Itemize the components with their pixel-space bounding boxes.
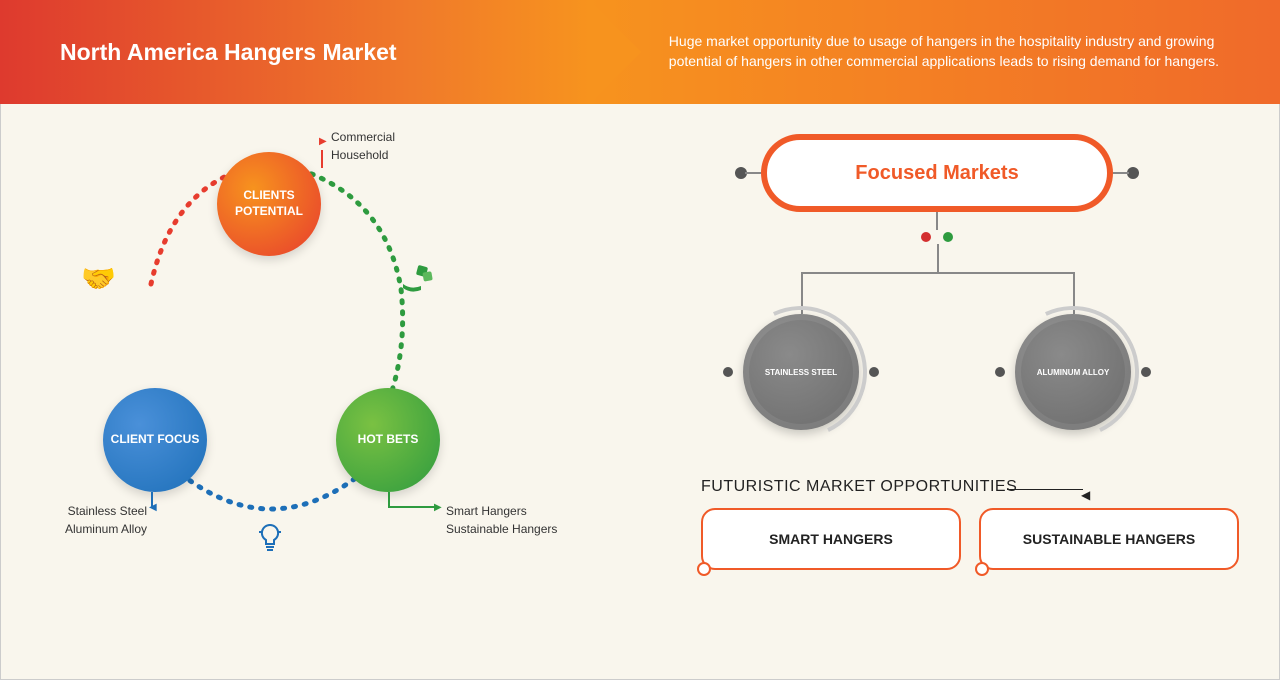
futuristic-box-sustainable: SUSTAINABLE HANGERS	[979, 508, 1239, 570]
node-label: HOT BETS	[358, 432, 419, 448]
focused-child-aluminum: ALUMINUM ALLOY	[1015, 314, 1131, 430]
connector	[936, 212, 938, 230]
node-client-focus: CLIENT FOCUS	[103, 388, 207, 492]
focused-markets-title: Focused Markets	[773, 146, 1101, 200]
focused-child-stainless: STAINLESS STEEL	[743, 314, 859, 430]
corner-circle-icon	[697, 562, 711, 576]
sublabel-clients-potential: Commercial Household	[331, 128, 395, 164]
connector	[321, 150, 323, 168]
header-right: Huge market opportunity due to usage of …	[589, 0, 1280, 104]
corner-circle-icon	[975, 562, 989, 576]
dot-icon	[869, 367, 879, 377]
dot-icon	[1141, 367, 1151, 377]
sublabel-client-focus: Stainless Steel Aluminum Alloy	[27, 502, 147, 538]
focused-markets-box: Focused Markets	[761, 134, 1113, 212]
lightbulb-icon	[257, 522, 283, 559]
box-label: SMART HANGERS	[769, 531, 893, 547]
child-label: STAINLESS STEEL	[765, 368, 837, 377]
heading-line	[1007, 489, 1083, 490]
dot-icon	[943, 232, 953, 242]
connector	[1113, 172, 1129, 174]
dice-icon	[401, 264, 435, 299]
page-subtitle: Huge market opportunity due to usage of …	[669, 32, 1240, 71]
page-title: North America Hangers Market	[60, 39, 397, 66]
arrow-icon: ▶	[319, 136, 327, 147]
arrow-icon: ▶	[434, 502, 442, 513]
connector	[745, 172, 761, 174]
node-label: CLIENT FOCUS	[111, 432, 200, 448]
arrow-icon: ◀	[1081, 488, 1090, 502]
node-hot-bets: HOT BETS	[336, 388, 440, 492]
box-label: SUSTAINABLE HANGERS	[1023, 531, 1195, 547]
content-area: CLIENTS POTENTIAL CLIENT FOCUS HOT BETS …	[0, 104, 1280, 680]
header-left: North America Hangers Market	[0, 0, 589, 104]
connector	[801, 272, 1073, 274]
connector	[937, 244, 939, 272]
node-label: CLIENTS POTENTIAL	[217, 188, 321, 219]
dot-icon	[723, 367, 733, 377]
child-label: ALUMINUM ALLOY	[1037, 368, 1110, 377]
node-clients-potential: CLIENTS POTENTIAL	[217, 152, 321, 256]
handshake-icon: 🤝	[81, 262, 116, 295]
connector	[388, 506, 436, 508]
dot-icon	[921, 232, 931, 242]
arrow-icon: ◀	[149, 502, 157, 513]
futuristic-box-smart: SMART HANGERS	[701, 508, 961, 570]
dot-icon	[995, 367, 1005, 377]
sublabel-hot-bets: Smart Hangers Sustainable Hangers	[446, 502, 557, 538]
futuristic-heading: FUTURISTIC MARKET OPPORTUNITIES	[701, 478, 1017, 496]
